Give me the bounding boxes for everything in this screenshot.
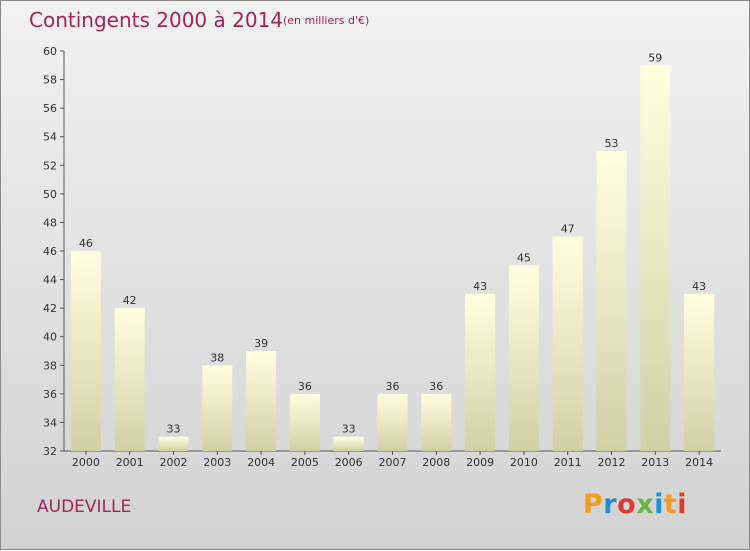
logo-letter: P xyxy=(583,489,604,520)
logo-letter: r xyxy=(603,489,618,520)
data-label: 47 xyxy=(561,223,575,236)
data-label: 36 xyxy=(429,380,443,393)
chart-title: Contingents 2000 à 2014 xyxy=(29,8,284,32)
y-tick-label: 46 xyxy=(43,245,57,258)
bar-2010[interactable] xyxy=(508,265,539,451)
y-tick-label: 52 xyxy=(43,159,57,172)
bar-2005[interactable] xyxy=(289,393,320,451)
logo-letter: i xyxy=(677,489,688,520)
data-label: 53 xyxy=(605,137,619,150)
bar-2004[interactable] xyxy=(246,351,277,451)
bar-2008[interactable] xyxy=(421,393,452,451)
logo-letter: x xyxy=(636,489,655,520)
y-tick-label: 58 xyxy=(43,74,57,87)
data-label: 43 xyxy=(473,280,487,293)
y-tick-label: 56 xyxy=(43,102,57,115)
data-label: 36 xyxy=(298,380,312,393)
proxiti-logo[interactable]: Proxiti xyxy=(583,489,687,520)
x-tick-label: 2013 xyxy=(641,456,669,469)
y-tick-label: 54 xyxy=(43,131,57,144)
x-tick-label: 2012 xyxy=(598,456,626,469)
y-tick-label: 34 xyxy=(43,416,57,429)
y-tick-label: 32 xyxy=(43,445,57,458)
x-tick-label: 2002 xyxy=(160,456,188,469)
bar-2001[interactable] xyxy=(114,308,145,451)
x-tick-label: 2001 xyxy=(116,456,144,469)
x-tick-label: 2011 xyxy=(554,456,582,469)
data-label: 46 xyxy=(79,237,93,250)
y-tick-label: 48 xyxy=(43,216,57,229)
data-label: 43 xyxy=(692,280,706,293)
bar-2014[interactable] xyxy=(684,293,715,451)
bar-2003[interactable] xyxy=(202,365,233,451)
commune-name: AUDEVILLE xyxy=(37,497,132,517)
y-tick-label: 50 xyxy=(43,188,57,201)
x-tick-label: 2005 xyxy=(291,456,319,469)
x-tick-label: 2000 xyxy=(72,456,100,469)
data-label: 42 xyxy=(123,294,137,307)
y-tick-label: 36 xyxy=(43,388,57,401)
x-tick-label: 2008 xyxy=(422,456,450,469)
bar-2009[interactable] xyxy=(465,293,496,451)
y-tick-label: 60 xyxy=(43,45,57,58)
x-tick-label: 2003 xyxy=(203,456,231,469)
logo-letter: i xyxy=(654,489,664,520)
x-tick-label: 2010 xyxy=(510,456,538,469)
y-tick-label: 42 xyxy=(43,302,57,315)
axes: 32 34 36 38 40 42 44 46 48 50 52 54 56 58 60 2000 2001 20… xyxy=(43,45,721,469)
data-label: 38 xyxy=(210,351,224,364)
chart-subtitle: (en milliers d'€) xyxy=(283,14,370,27)
data-label: 33 xyxy=(342,423,356,436)
bar-2007[interactable] xyxy=(377,393,408,451)
data-label: 45 xyxy=(517,251,531,264)
logo-letter: t xyxy=(663,489,678,520)
data-label: 39 xyxy=(254,337,268,350)
x-tick-label: 2006 xyxy=(335,456,363,469)
data-label: 36 xyxy=(386,380,400,393)
data-label: 33 xyxy=(167,423,181,436)
data-label: 59 xyxy=(648,51,662,64)
bars: 46 42 33 38 39 36 33 36 36 43 45 47 53 59 43 xyxy=(70,51,715,452)
y-tick-label: 44 xyxy=(43,274,57,287)
bar-2011[interactable] xyxy=(552,236,583,451)
y-tick-label: 40 xyxy=(43,331,57,344)
x-tick-label: 2009 xyxy=(466,456,494,469)
bar-2013[interactable] xyxy=(640,65,671,452)
x-tick-label: 2007 xyxy=(379,456,407,469)
bar-2002[interactable] xyxy=(158,436,189,451)
logo-letter: o xyxy=(617,489,637,520)
bar-2006[interactable] xyxy=(333,436,364,451)
x-tick-label: 2014 xyxy=(685,456,713,469)
bar-2012[interactable] xyxy=(596,151,627,451)
y-tick-label: 38 xyxy=(43,359,57,372)
bar-2000[interactable] xyxy=(70,251,101,451)
x-tick-label: 2004 xyxy=(247,456,275,469)
